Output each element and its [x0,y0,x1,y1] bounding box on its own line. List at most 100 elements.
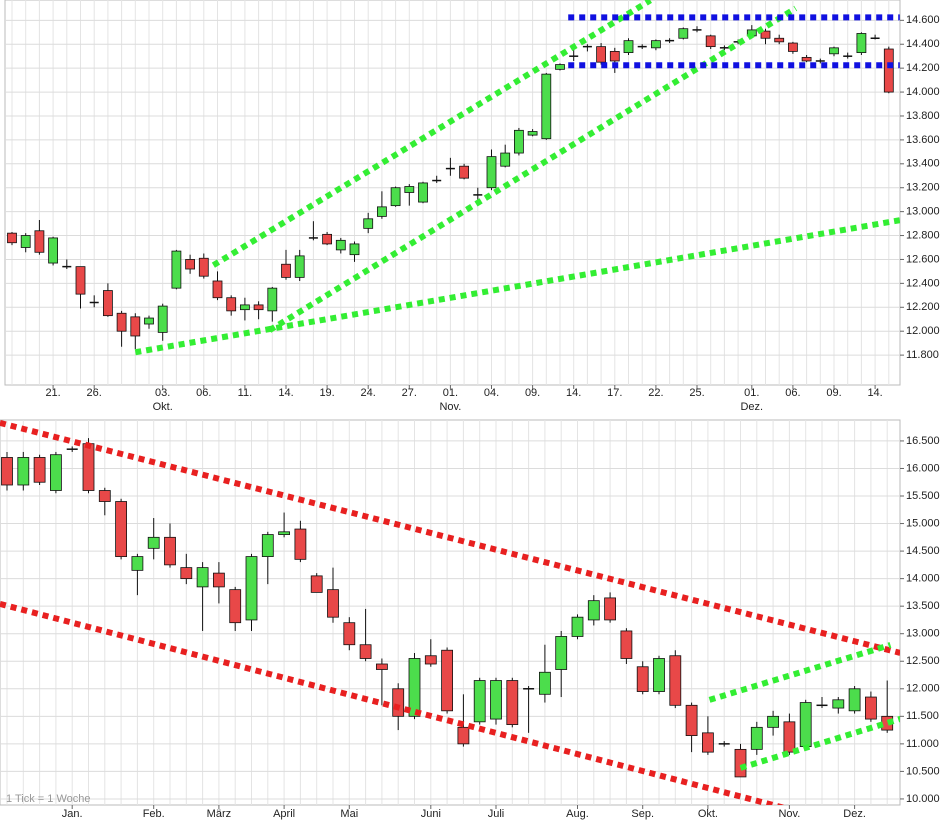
candle-body [801,56,812,62]
candle-body [620,630,633,659]
candle-body [115,501,127,557]
candle-body [239,304,250,311]
candle-body [392,688,405,717]
y-tick-label: 12.800 [906,229,940,241]
candle-body [261,534,274,557]
candle-body [669,655,682,706]
candle-body [848,688,861,712]
candle-body [829,47,839,55]
candle-body [424,655,437,665]
candle-body [539,671,551,695]
candle-body [359,644,372,659]
candle-body [212,572,225,588]
candle-body [856,33,867,54]
y-tick-label: 12.000 [906,683,940,695]
trend-line [211,0,652,268]
candle-body [196,567,209,588]
candle-body [490,680,502,720]
candle-body [788,42,798,52]
annotation: 1 Tick = 1 Woche [6,793,90,805]
y-tick-label: 10.500 [906,765,940,777]
candle-body [587,600,600,621]
candle-body [609,51,620,62]
x-tick-label: 14. [867,387,882,399]
x-tick-label: 09. [826,387,841,399]
x-tick-label: 06. [785,387,800,399]
candle-body [281,263,291,278]
candle-body [20,235,31,248]
candle-body [418,182,428,203]
y-tick-label: 13.400 [906,158,940,170]
candle-body [623,40,634,54]
candle-body [734,748,747,778]
candle-body [473,680,486,723]
candle-body [678,28,689,39]
candle-body [7,232,17,244]
candle-body [376,206,387,217]
x-tick-label: 01. [443,387,458,399]
y-tick-label: 12.000 [906,325,940,337]
candle-body [604,597,616,621]
x-tick-label: Feb. [143,808,165,820]
candle-body [245,556,258,621]
x-tick-label: 14. [566,387,581,399]
y-tick-label: 16.500 [906,435,940,447]
x-tick-label: 22. [648,387,663,399]
x-tick-label: Okt. [698,808,718,820]
candle-body [278,531,291,535]
trend-line [134,217,900,356]
x-tick-label: 03. [155,387,170,399]
candle-body [883,48,894,93]
candle-body [514,129,524,154]
candle-body [653,658,665,692]
candle-body [144,317,154,325]
candle-body [253,304,264,311]
candle-body [404,186,415,193]
candle-body [349,243,360,256]
candle-body [527,131,538,136]
candle-body [799,702,812,748]
candle-body [500,152,511,167]
x-tick-label: 09. [525,387,540,399]
candle-body [82,443,95,491]
candle-body [459,165,470,179]
x-tick-label: Aug. [566,808,589,820]
x-tick-label: 21. [45,387,60,399]
y-tick-label: 14.500 [906,545,940,557]
candle-body [48,237,58,264]
x-tick-label: Juni [421,808,441,820]
candle-body [294,255,305,278]
candlestick-chart: 11.800 12.000 12.200 12.400 12.600 12.800 13.0… [4,0,940,413]
candle-body [865,696,877,720]
x-tick-label: 06. [196,387,211,399]
candle-body [571,616,584,637]
x-tick-label: 25. [689,387,704,399]
candle-body [760,30,771,39]
candle-body [294,528,307,560]
candle-body [441,649,454,712]
candle-body [555,64,565,70]
candle-body [147,536,160,549]
y-tick-label: 13.200 [906,182,940,194]
y-tick-label: 13.600 [906,134,940,146]
x-tick-label: 19. [319,387,334,399]
x-tick-label: Nov. [778,808,800,820]
y-tick-label: 14.000 [906,573,940,585]
candle-body [750,726,763,750]
trend-line [0,420,900,656]
x-tick-label: 26. [87,387,102,399]
trend-line [739,715,900,771]
candle-body [229,589,242,624]
candle-body [705,35,716,48]
candle-body [783,721,796,753]
x-tick-label-month: Nov. [439,401,461,413]
candle-body [390,187,401,207]
y-tick-label: 10.000 [906,793,940,805]
y-tick-label: 14.200 [906,62,940,74]
y-tick-label: 12.500 [906,655,940,667]
y-tick-label: 11.500 [906,710,939,722]
candle-body [343,622,356,646]
candle-body [75,266,86,295]
candle-body [636,666,649,692]
